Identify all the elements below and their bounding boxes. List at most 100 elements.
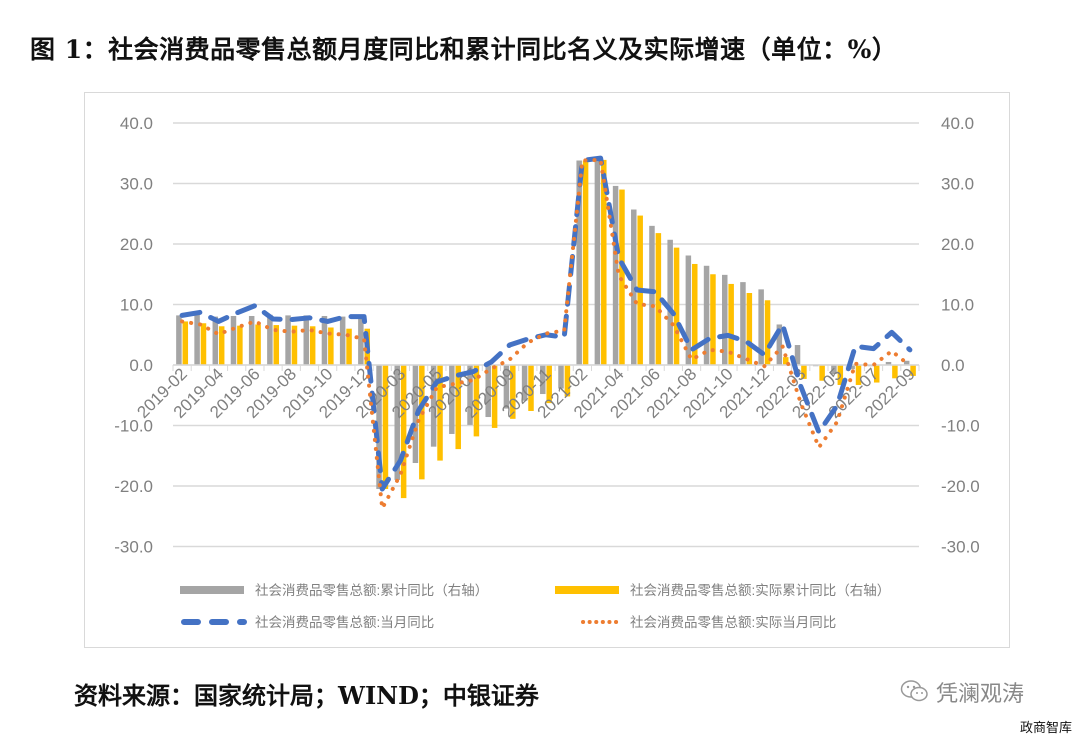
y-axis-right-tick: 0.0 [941,356,965,375]
corner-label: 政商智库 [1019,721,1072,736]
bar [218,326,225,365]
legend-swatch [180,586,244,594]
bar [740,282,746,365]
y-axis-right-tick: 30.0 [941,175,974,194]
bar [649,225,655,365]
bar [546,365,552,404]
bar [309,326,316,365]
legend-label: 社会消费品零售总额:当月同比 [255,615,434,630]
bar [194,314,200,365]
bar [358,316,364,365]
figure-title: 图 1：社会消费品零售总额月度同比和累计同比名义及实际增速（单位：%） [30,35,898,64]
bar [558,365,564,389]
y-axis-right-tick: 40.0 [941,114,974,133]
bar [182,321,189,365]
bar [485,365,491,418]
bar [212,316,219,365]
y-axis-right-tick: 20.0 [941,235,974,254]
bar [655,233,662,365]
legend-item: 社会消费品零售总额:累计同比（右轴） [180,583,488,598]
bar [540,365,546,395]
bar [510,365,516,419]
y-axis-left-tick: 30.0 [120,175,153,194]
bar [710,274,716,365]
bar [782,357,789,365]
bar [794,345,801,365]
y-axis-right-tick: -10.0 [941,417,980,436]
bar [467,365,473,425]
bar [673,247,680,365]
bar [267,314,273,365]
bar [437,365,443,461]
y-axis-left-tick: -20.0 [114,477,153,496]
bar [758,289,764,365]
source-note: 资料来源：国家统计局；WIND；中银证券 [74,681,539,710]
legend-label: 社会消费品零售总额:累计同比（右轴） [255,583,488,598]
bar [873,365,880,383]
bar [237,325,243,365]
bar [346,328,352,365]
bar [819,365,825,381]
legend-item: 社会消费品零售总额:实际累计同比（右轴） [555,583,890,598]
bar [776,324,783,365]
bar [582,160,589,365]
bar [612,185,619,365]
bar [831,365,837,375]
bar [273,325,280,365]
bar [685,255,692,365]
bar [764,300,771,365]
bar [910,365,916,376]
monthly-real-line [180,157,912,511]
bar [255,324,261,365]
bar [230,315,237,365]
bar [503,365,510,409]
bar [692,263,698,365]
bar [576,160,582,365]
bar [801,365,807,379]
y-axis-left-tick: -10.0 [114,417,153,436]
bar [619,189,625,365]
bar [521,365,528,401]
bar [837,365,844,385]
bar [176,315,182,365]
bar [382,365,389,490]
bar [455,365,461,450]
bar [528,365,534,411]
bar [419,365,425,480]
bar [376,365,382,490]
legend-label: 社会消费品零售总额:实际累计同比（右轴） [630,583,890,598]
bar [321,315,328,365]
y-axis-right-tick: 10.0 [941,296,974,315]
y-axis-left-tick: 0.0 [129,356,153,375]
bar [746,293,753,365]
bar [491,365,498,428]
bar [291,325,298,365]
bar [855,365,862,385]
chart-canvas: 40.0 40.0 30.0 30.0 20.0 20.0 10.0 10.0 0.0 0.0 -1… [114,114,980,630]
y-axis-left-tick: 40.0 [120,114,153,133]
bar [849,365,855,370]
y-axis-right-tick: -30.0 [941,538,980,557]
y-axis-right-tick: -20.0 [941,477,980,496]
bar [564,365,571,397]
bar [339,316,346,365]
bar [430,365,437,447]
bar [728,283,734,365]
bar [722,274,728,365]
bar [328,327,334,365]
bar [631,209,637,365]
bar [394,365,400,480]
bar [903,360,910,365]
bar [400,365,407,499]
bar [601,159,607,365]
bar [594,159,601,365]
monthly-nominal-line [179,155,913,492]
bar [200,323,207,365]
y-axis-left-tick: -30.0 [114,538,153,557]
bar [885,361,892,365]
legend-swatch [555,586,619,594]
legend-item: 社会消费品零售总额:当月同比 [181,615,434,630]
bar [303,315,310,365]
bar [703,265,710,365]
bar [892,365,898,379]
